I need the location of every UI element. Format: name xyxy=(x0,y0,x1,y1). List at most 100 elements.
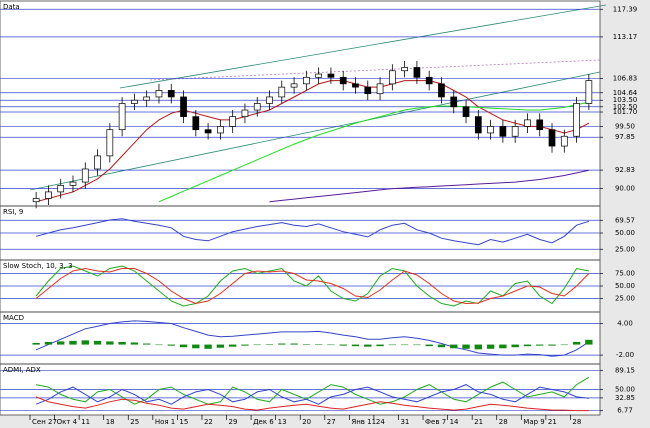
histogram-bar xyxy=(44,341,53,345)
candle-body xyxy=(192,116,200,131)
x-tick-label: Фев 7 xyxy=(425,418,446,426)
histogram-bar xyxy=(327,344,335,346)
x-tick-label: Янв 11 xyxy=(351,418,376,426)
histogram-bar xyxy=(388,344,397,346)
candle-body xyxy=(106,129,114,157)
histogram-bar xyxy=(302,344,311,345)
x-tick-label: 14 xyxy=(450,418,459,426)
histogram-bar xyxy=(339,344,347,346)
candle-body xyxy=(401,67,408,72)
x-tick-label: Мар 9 xyxy=(523,418,544,426)
histogram-bar xyxy=(179,344,188,348)
candle-body xyxy=(438,83,445,98)
x-tick-label: 22 xyxy=(204,418,213,426)
series-line xyxy=(35,396,589,412)
x-tick-label: 25 xyxy=(130,418,139,426)
candle-body xyxy=(327,73,335,78)
candle-body xyxy=(229,116,237,127)
series-line xyxy=(35,218,590,246)
x-tick-label: Ноя 1 xyxy=(155,418,175,426)
candle-body xyxy=(499,126,507,137)
y-tick-label: 75.00 xyxy=(615,270,635,278)
candle-body xyxy=(143,96,151,101)
histogram-bar xyxy=(32,343,40,345)
y-tick-label: 32.85 xyxy=(615,394,635,402)
candle-body xyxy=(32,198,40,203)
time-axis-area xyxy=(0,415,650,428)
histogram-bar xyxy=(462,344,470,349)
histogram-bar xyxy=(425,344,433,347)
candle-body xyxy=(573,103,580,137)
y-tick-label: 103.50 xyxy=(613,96,638,104)
panel-title: Slow Stoch, 10, 3, 3 xyxy=(3,262,73,270)
y-tick-label: 106.83 xyxy=(613,74,638,82)
candle-body xyxy=(413,67,421,78)
histogram-bar xyxy=(364,344,372,347)
histogram-bar xyxy=(118,341,126,345)
histogram-bar xyxy=(106,341,114,345)
histogram-bar xyxy=(572,341,581,345)
candle-body xyxy=(290,83,298,88)
histogram-bar xyxy=(548,344,556,346)
histogram-bar xyxy=(130,342,139,345)
y-tick-label: 50.00 xyxy=(615,386,635,394)
histogram-bar xyxy=(585,339,593,345)
histogram-bar xyxy=(437,344,446,348)
histogram-bar xyxy=(241,344,249,346)
x-tick-label: 13 xyxy=(278,418,287,426)
series-line xyxy=(35,320,590,357)
y-tick-label: 90.00 xyxy=(615,185,635,193)
histogram-bar xyxy=(474,344,482,350)
y-tick-label: 25.00 xyxy=(615,295,635,303)
histogram-bar xyxy=(228,344,237,347)
x-tick-label: Окт 4 xyxy=(57,418,78,426)
histogram-bar xyxy=(216,344,225,348)
candle-body xyxy=(388,70,396,85)
candle-body xyxy=(253,103,261,111)
x-tick-label: Дек 6 xyxy=(253,418,274,426)
candle-body xyxy=(167,90,175,98)
histogram-bar xyxy=(155,344,163,346)
y-tick-label: 50.00 xyxy=(615,282,635,290)
candle-body xyxy=(450,96,458,108)
candle-body xyxy=(155,90,163,98)
series-line xyxy=(35,267,590,305)
histogram-bar xyxy=(81,340,89,345)
candle-body xyxy=(303,76,310,85)
histogram-bar xyxy=(400,344,409,346)
histogram-bar xyxy=(413,344,421,346)
histogram-bar xyxy=(192,344,200,349)
candle-body xyxy=(462,106,470,117)
histogram-bar xyxy=(69,340,77,345)
candle-body xyxy=(524,119,531,127)
y-tick-label: 117.39 xyxy=(613,5,638,13)
x-tick-label: 18 xyxy=(106,418,115,426)
candle-body xyxy=(180,96,187,117)
histogram-bar xyxy=(57,341,65,345)
panel-title: RSI, 9 xyxy=(3,208,23,216)
histogram-bar xyxy=(253,344,261,346)
histogram-bar xyxy=(486,344,495,349)
candle-body xyxy=(585,80,593,104)
histogram-bar xyxy=(450,344,458,349)
y-tick-label: 25.00 xyxy=(615,245,635,253)
x-tick-label: 27 xyxy=(327,418,336,426)
x-tick-label: 21 xyxy=(474,418,483,426)
candle-body xyxy=(474,116,482,134)
candle-body xyxy=(217,126,224,134)
histogram-bar xyxy=(536,344,544,346)
candle-body xyxy=(487,126,494,134)
candle-body xyxy=(118,103,126,131)
series-line xyxy=(36,376,590,405)
histogram-bar xyxy=(511,344,519,348)
y-tick-label: 102.50 xyxy=(613,103,638,111)
series-line xyxy=(35,80,590,203)
histogram-bar xyxy=(265,344,274,345)
candle-body xyxy=(548,129,556,147)
y-tick-label: 50.00 xyxy=(615,229,635,237)
candle-body xyxy=(339,76,347,85)
candle-body xyxy=(69,181,77,186)
x-tick-label: 31 xyxy=(400,418,409,426)
y-tick-label: 69.57 xyxy=(615,216,635,224)
x-tick-label: 21 xyxy=(548,418,557,426)
